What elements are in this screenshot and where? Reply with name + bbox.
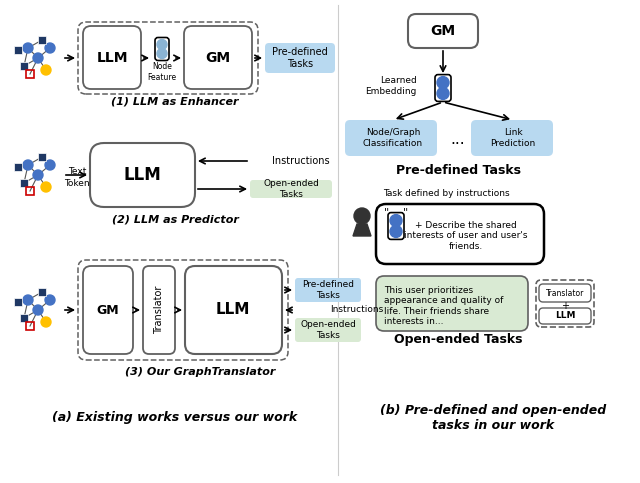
- Circle shape: [33, 53, 43, 63]
- Text: Node
Feature: Node Feature: [147, 62, 177, 82]
- Text: Open-ended
Tasks: Open-ended Tasks: [300, 320, 356, 340]
- Text: Instructions: Instructions: [330, 306, 383, 314]
- Circle shape: [390, 226, 402, 238]
- Circle shape: [23, 295, 33, 305]
- Circle shape: [157, 40, 167, 49]
- Bar: [38, 36, 46, 44]
- FancyBboxPatch shape: [345, 120, 437, 156]
- Circle shape: [41, 182, 51, 192]
- Bar: [38, 153, 46, 161]
- Circle shape: [354, 208, 370, 224]
- FancyBboxPatch shape: [83, 26, 141, 89]
- Circle shape: [33, 305, 43, 315]
- Text: ...: ...: [451, 132, 465, 147]
- Text: Open-ended Tasks: Open-ended Tasks: [394, 332, 522, 345]
- FancyBboxPatch shape: [536, 280, 594, 327]
- Bar: [38, 288, 46, 296]
- FancyBboxPatch shape: [376, 276, 528, 331]
- FancyBboxPatch shape: [78, 260, 288, 360]
- Text: Learned
Embedding: Learned Embedding: [365, 76, 417, 96]
- Text: Task defined by instructions: Task defined by instructions: [383, 189, 509, 199]
- FancyBboxPatch shape: [143, 266, 175, 354]
- Text: Link
Prediction: Link Prediction: [490, 128, 536, 148]
- Circle shape: [437, 87, 449, 99]
- Text: LLM: LLM: [216, 302, 250, 317]
- FancyBboxPatch shape: [295, 278, 361, 302]
- FancyBboxPatch shape: [250, 180, 332, 198]
- FancyBboxPatch shape: [376, 204, 544, 264]
- FancyBboxPatch shape: [185, 266, 282, 354]
- Text: Text: Text: [68, 167, 86, 175]
- FancyBboxPatch shape: [83, 266, 133, 354]
- FancyBboxPatch shape: [539, 308, 591, 324]
- Text: Pre-defined Tasks: Pre-defined Tasks: [396, 164, 520, 176]
- FancyBboxPatch shape: [265, 43, 335, 73]
- Text: + Describe the shared
interests of user and user's
friends.: + Describe the shared interests of user …: [404, 221, 528, 251]
- Bar: [26, 322, 34, 330]
- Text: (2) LLM as Predictor: (2) LLM as Predictor: [111, 215, 239, 225]
- Text: LLM: LLM: [96, 51, 128, 65]
- Circle shape: [23, 160, 33, 170]
- Text: Instructions: Instructions: [272, 156, 330, 166]
- Text: (1) LLM as Enhancer: (1) LLM as Enhancer: [111, 97, 239, 107]
- Polygon shape: [353, 224, 371, 236]
- Text: LLM: LLM: [123, 166, 161, 184]
- Bar: [20, 62, 28, 70]
- Bar: [14, 46, 22, 54]
- Circle shape: [45, 295, 55, 305]
- Text: (a) Existing works versus our work: (a) Existing works versus our work: [52, 412, 298, 425]
- Text: Translator: Translator: [546, 288, 584, 298]
- FancyBboxPatch shape: [184, 26, 252, 89]
- Circle shape: [157, 48, 167, 58]
- Text: GM: GM: [97, 303, 119, 316]
- Circle shape: [23, 43, 33, 53]
- FancyBboxPatch shape: [90, 143, 195, 207]
- Circle shape: [41, 317, 51, 327]
- Text: Pre-defined
Tasks: Pre-defined Tasks: [272, 47, 328, 69]
- Text: LLM: LLM: [555, 312, 575, 321]
- Text: Open-ended
Tasks: Open-ended Tasks: [263, 179, 319, 199]
- Circle shape: [45, 160, 55, 170]
- Circle shape: [33, 170, 43, 180]
- Circle shape: [390, 214, 402, 227]
- Text: This user prioritizes
appearance and quality of
life. Their friends share
intere: This user prioritizes appearance and qua…: [384, 286, 504, 326]
- Bar: [26, 70, 34, 78]
- Text: Pre-defined
Tasks: Pre-defined Tasks: [302, 280, 354, 299]
- Bar: [20, 314, 28, 322]
- Circle shape: [41, 65, 51, 75]
- Text: ": ": [384, 207, 389, 217]
- Text: Token: Token: [64, 179, 90, 187]
- Bar: [14, 298, 22, 306]
- FancyBboxPatch shape: [408, 14, 478, 48]
- Text: GM: GM: [205, 51, 230, 65]
- FancyBboxPatch shape: [78, 22, 258, 94]
- Text: GM: GM: [431, 24, 456, 38]
- FancyBboxPatch shape: [295, 318, 361, 342]
- Circle shape: [437, 77, 449, 88]
- Text: ": ": [403, 207, 408, 217]
- Bar: [26, 187, 34, 195]
- Bar: [20, 179, 28, 187]
- Circle shape: [45, 43, 55, 53]
- FancyBboxPatch shape: [471, 120, 553, 156]
- Text: Node/Graph
Classification: Node/Graph Classification: [363, 128, 423, 148]
- Bar: [14, 163, 22, 171]
- Text: (3) Our GraphTranslator: (3) Our GraphTranslator: [125, 367, 275, 377]
- Text: Translator: Translator: [154, 286, 164, 334]
- Text: (b) Pre-defined and open-ended
tasks in our work: (b) Pre-defined and open-ended tasks in …: [380, 404, 606, 432]
- FancyBboxPatch shape: [539, 284, 591, 302]
- Text: +: +: [561, 301, 569, 311]
